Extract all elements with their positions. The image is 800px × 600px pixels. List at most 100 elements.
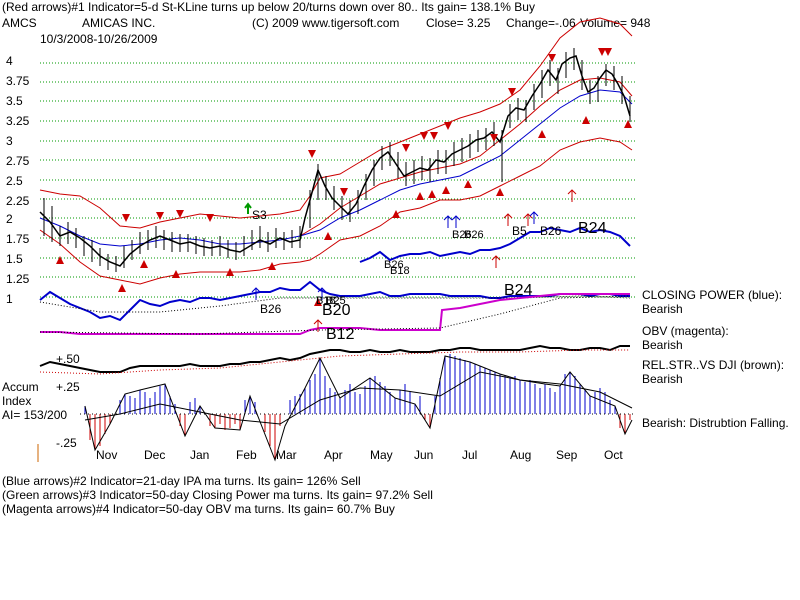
- copyright: (C) 2009 www.tigersoft.com: [252, 16, 400, 30]
- signal-b26e: B26: [260, 302, 282, 316]
- arrow-down: [206, 214, 214, 222]
- arrow-up: [428, 190, 436, 198]
- axis-label-375: 3.75: [6, 74, 30, 88]
- obv-line: [40, 293, 630, 335]
- axis-label-25: 2.5: [6, 174, 23, 188]
- arrow-down: [402, 144, 410, 152]
- arrow-up: [442, 186, 450, 194]
- axis-label-3: 3: [6, 134, 13, 148]
- axis-label-275: 2.75: [6, 154, 30, 168]
- green-arrow: [244, 202, 252, 214]
- lower-band: [39, 137, 633, 285]
- month-dec: Dec: [144, 448, 166, 462]
- arrow-down: [490, 134, 498, 142]
- closing-power-inner: [359, 226, 631, 263]
- close-value: Close= 3.25: [426, 16, 491, 30]
- arrow-down: [340, 188, 348, 196]
- arrow-up: [251, 287, 261, 300]
- month-mar: Mar: [276, 448, 297, 462]
- arrow-up: [624, 120, 632, 128]
- closing-power-ma: [39, 295, 631, 313]
- header-indicator-1: (Red arrows)#1 Indicator=5-d St-KLine tu…: [2, 0, 535, 14]
- signal-b26d: B26: [384, 259, 404, 271]
- blue-arrows: [251, 211, 539, 300]
- signal-b24b: B24: [504, 282, 533, 299]
- arrow-up: [582, 116, 590, 124]
- signal-b5: B5: [512, 224, 527, 238]
- axis-label-35: 3.5: [6, 94, 23, 108]
- arrow-down: [604, 48, 612, 56]
- arrow-down: [508, 88, 516, 96]
- moving-average: [39, 89, 633, 247]
- month-nov: Nov: [96, 448, 118, 462]
- closing-power-label: CLOSING POWER (blue):: [642, 288, 783, 302]
- accum-envelope: [84, 355, 633, 462]
- arrow-up: [496, 188, 504, 196]
- signal-b26a: B26: [452, 229, 472, 241]
- arrow-down: [176, 210, 184, 218]
- arrow-up: [313, 319, 323, 332]
- date-range: 10/3/2008-10/26/2009: [40, 32, 158, 46]
- company-name: AMICAS INC.: [82, 16, 156, 30]
- month-apr: Apr: [324, 448, 343, 462]
- price-series: [39, 55, 631, 267]
- axis-label-175: 1.75: [6, 232, 30, 246]
- arrow-up: [567, 189, 577, 202]
- axis-label-15: 1.5: [6, 252, 23, 266]
- arrow-up: [538, 130, 546, 138]
- arrow-up: [523, 213, 533, 226]
- arrow-up: [529, 211, 539, 224]
- accum-ma: [84, 371, 633, 425]
- relstr-ma: [39, 349, 630, 375]
- arrow-up: [317, 287, 327, 300]
- accum-status: Bearish: Distrubtion Falling.: [642, 416, 789, 430]
- price-grid: [40, 62, 635, 298]
- signal-b20: B20: [322, 302, 351, 319]
- signal-b24a: B24: [578, 220, 607, 237]
- signal-b25: B25: [326, 295, 346, 307]
- accum-bars: [84, 354, 631, 460]
- relstr-status: Bearish: [642, 372, 683, 386]
- month-jan: Jan: [190, 448, 210, 462]
- arrow-down: [430, 132, 438, 140]
- accum-title-2: Index: [2, 394, 32, 408]
- price-bars: [43, 48, 631, 272]
- arrow-up: [314, 298, 322, 306]
- arrow-up: [443, 215, 453, 228]
- plus25-label: +.25: [56, 380, 80, 394]
- relstr-line: [39, 344, 630, 373]
- signal-b18: B18: [390, 265, 410, 277]
- month-aug: Aug: [510, 448, 532, 462]
- obv-label: OBV (magenta):: [642, 324, 729, 338]
- arrow-down: [548, 54, 556, 62]
- minus25-label: -.25: [56, 436, 77, 450]
- signal-b26c: B26: [540, 224, 562, 238]
- arrow-up: [491, 255, 501, 268]
- arrow-up: [503, 213, 513, 226]
- accum-ai: AI= 153/200: [2, 408, 68, 422]
- axis-label-225: 2.25: [6, 194, 30, 208]
- month-sep: Sep: [556, 448, 578, 462]
- accum-title-1: Accum: [2, 380, 39, 394]
- arrow-up: [324, 232, 332, 240]
- arrow-down: [308, 150, 316, 158]
- month-may: May: [370, 448, 393, 462]
- obv-status: Bearish: [642, 338, 683, 352]
- arrow-up: [118, 284, 126, 292]
- month-feb: Feb: [236, 448, 257, 462]
- arrow-up: [268, 262, 276, 270]
- arrow-down: [420, 132, 428, 140]
- relstr-label: REL.STR..VS DJI (brown):: [642, 358, 785, 372]
- footer-indicator-2: (Blue arrows)#2 Indicator=21-day IPA ma …: [2, 474, 361, 488]
- arrow-down: [156, 212, 164, 220]
- arrow-up: [172, 270, 180, 278]
- arrow-up: [392, 210, 400, 218]
- upper-band: [39, 17, 633, 229]
- footer-indicator-3: (Green arrows)#3 Indicator=50-day Closin…: [2, 488, 433, 502]
- closing-power-status: Bearish: [642, 302, 683, 316]
- axis-label-4: 4: [6, 54, 13, 68]
- signal-b18b: B18: [316, 295, 336, 307]
- change-value: Change=-.06: [506, 16, 576, 30]
- axis-label-2: 2: [6, 212, 13, 226]
